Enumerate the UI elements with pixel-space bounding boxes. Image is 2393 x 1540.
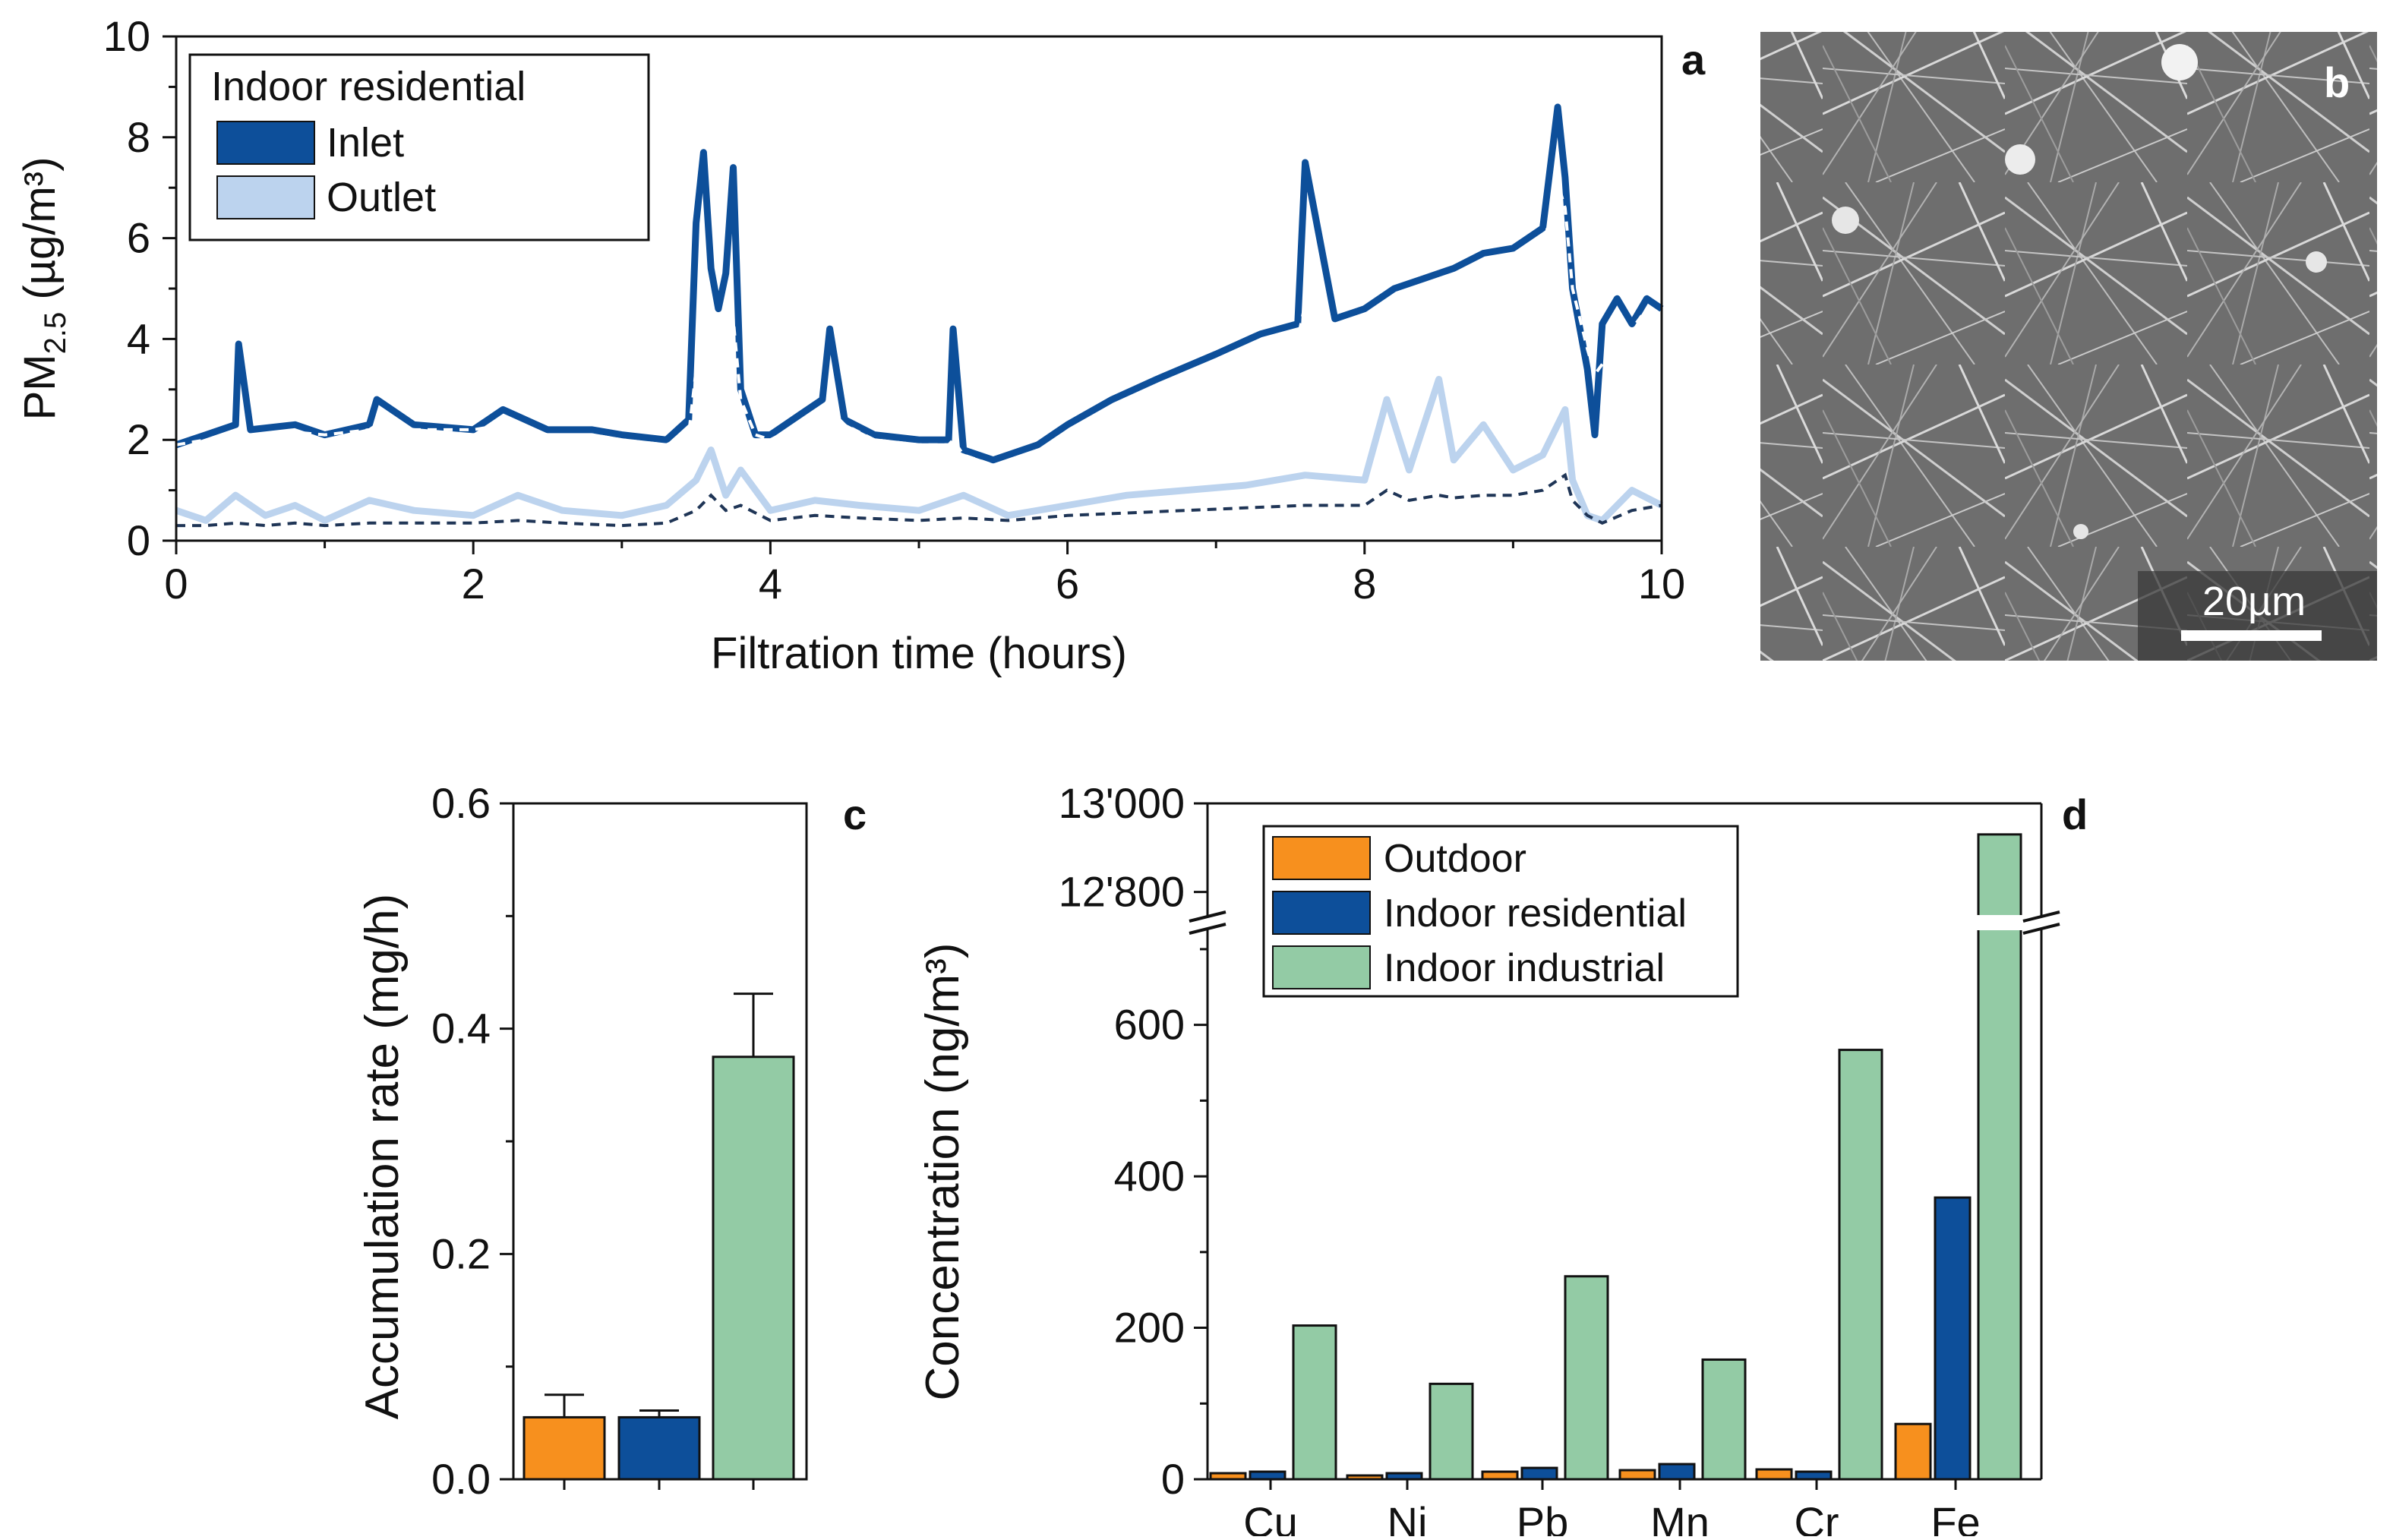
y-axis-title: PM2.5 (µg/m³) [15,157,72,421]
bar-cr-0 [1755,1468,1793,1481]
bar-cu-2 [1292,1324,1337,1481]
legend-label: Indoor residential [1384,891,1687,936]
x-tick-label: 8 [1353,560,1376,607]
scale-bar-label: 20µm [2202,579,2306,624]
y-tick-label: 12'800 [1059,868,1185,916]
legend-swatch-inlet [216,121,315,165]
x-tick-label: Cr [1794,1498,1839,1536]
bar-pb-2 [1564,1275,1609,1481]
panel-c-chart: 0.0 0.2 0.4 0.6 Accumulation rate (mg/h) [356,779,808,1503]
y-tick-label: 400 [1114,1152,1185,1200]
y-axis-title-subscript: 2.5 [39,312,72,355]
trend-line-inlet [175,176,1663,467]
bar-mn-1 [1658,1463,1696,1481]
bar-pb-1 [1520,1466,1558,1481]
particle-blob [2073,524,2088,539]
y-tick-label: 10 [103,12,150,60]
axis-break-mark [1189,923,1226,935]
y-tick-label: 0.6 [431,779,491,827]
y-tick-label: 13'000 [1059,779,1185,827]
legend-swatch [1272,836,1371,880]
bar-fe-0 [1894,1422,1932,1481]
y-tick-label: 6 [127,214,150,262]
y-tick-label: 200 [1114,1304,1185,1352]
panel-b-label: b [2324,58,2350,106]
panel-d-chart: Cu Ni Pb Mn Cr Fe 0 200 400 600 12'800 13'000 Concen… [917,779,2060,1540]
panel-a-chart: 0 2 4 6 8 10 0 2 4 6 8 10 Filtration time (hours) PM2… [15,12,1685,678]
bar-fe-1 [1934,1196,1972,1481]
panel-b-micrograph: 20µm b [1760,32,2377,661]
y-tick-label: 0.4 [431,1005,491,1052]
bar-cr-2 [1838,1049,1883,1481]
scale-bar-background [2138,571,2377,661]
bar-0 [522,1415,606,1481]
y-tick-label: 0.2 [431,1229,491,1277]
y-tick-label: 0 [127,516,150,564]
y-tick-label: 0 [1161,1455,1185,1503]
bar-fe-2 [1977,833,2022,1481]
axis-break-mark [2022,910,2060,923]
bar-ni-2 [1429,1382,1474,1481]
series-line-inlet [175,103,1664,464]
x-tick-label: Pb [1517,1498,1569,1536]
scale-bar [2181,630,2322,641]
y-tick-label: 4 [127,314,150,362]
y-axis-title-unit: (µg/m³) [15,157,65,312]
x-axis-title: Filtration time (hours) [711,629,1127,678]
legend-title: Indoor residential [211,64,526,109]
particle-blob [2161,44,2198,80]
y-axis-title: Concentration (ng/m³) [917,942,969,1400]
y-tick-label: 600 [1114,1001,1185,1049]
sem-image [1760,32,2377,661]
y-tick-label: 8 [127,113,150,161]
particle-blob [2005,144,2035,175]
legend-label-inlet: Inlet [327,120,404,166]
x-tick-label: Fe [1931,1498,1980,1536]
x-tick-label: 10 [1638,560,1685,607]
series-line-outlet [175,376,1664,524]
particle-blob [1832,207,1859,234]
panel-d-label: d [2062,791,2088,838]
bar-mn-2 [1701,1358,1747,1481]
axis-break-gap [1975,915,2028,930]
bar-1 [617,1415,701,1481]
panel-a-label: a [1681,36,1706,84]
legend-label: Indoor industrial [1384,946,1665,990]
legend-swatch [1272,945,1371,989]
x-tick-label: Mn [1650,1498,1710,1536]
x-tick-label: Cu [1243,1498,1298,1536]
bar-2 [712,1056,795,1481]
legend-swatch [1272,891,1371,935]
axis-break-mark [1189,910,1226,923]
x-tick-label: 6 [1056,560,1079,607]
y-axis-title-main: PM [15,354,65,420]
bar-mn-0 [1618,1469,1656,1481]
particle-blob [2306,251,2327,273]
x-tick-label: 4 [759,560,782,607]
y-tick-label: 2 [127,415,150,463]
y-axis-title: Accumulation rate (mg/h) [356,894,409,1420]
y-tick-label: 0.0 [431,1455,491,1503]
legend-swatch-outlet [216,175,315,219]
trend-line-outlet [176,472,1662,528]
axis-break-mark [2022,923,2060,935]
legend-label-outlet: Outlet [327,175,436,220]
x-tick-label: Ni [1387,1498,1428,1536]
x-tick-label: 0 [164,560,188,607]
x-tick-label: 2 [462,560,485,607]
legend-label: Outdoor [1384,837,1526,881]
panel-c-label: c [843,791,867,838]
